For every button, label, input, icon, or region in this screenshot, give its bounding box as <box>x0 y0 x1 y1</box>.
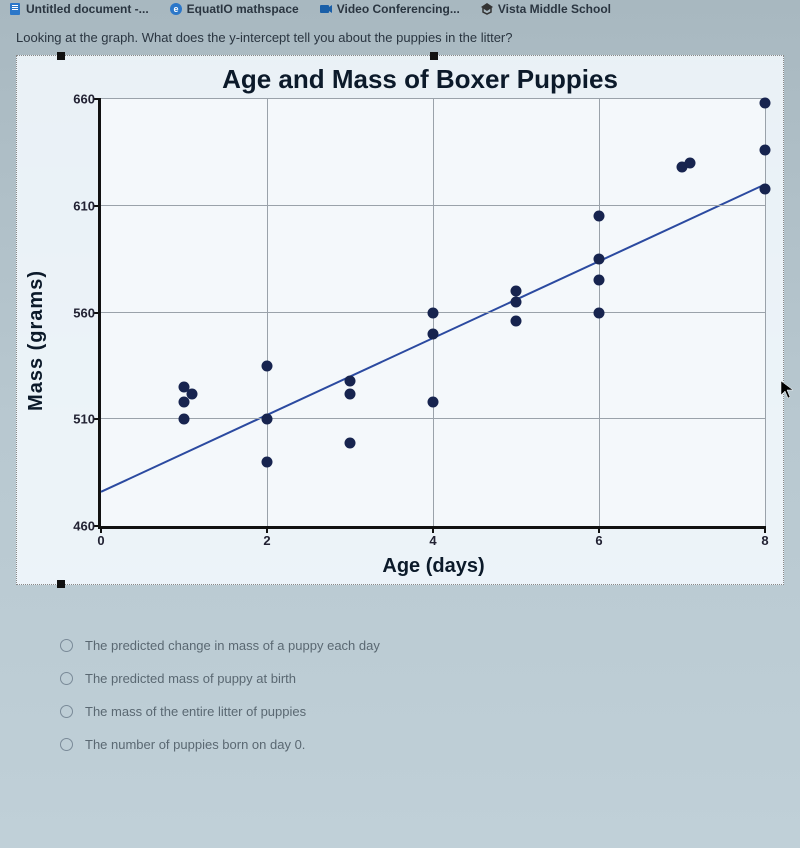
question-content: Looking at the graph. What does the y-in… <box>0 24 800 761</box>
data-point <box>685 158 696 169</box>
data-point <box>428 397 439 408</box>
bookmark-label: EquatIO mathspace <box>187 2 299 16</box>
y-tick-label: 510 <box>55 412 95 427</box>
radio-icon <box>60 738 73 751</box>
answer-label: The number of puppies born on day 0. <box>85 737 305 752</box>
data-point <box>594 275 605 286</box>
x-tick-label: 4 <box>429 533 436 548</box>
data-point <box>345 388 356 399</box>
bookmark-label: Video Conferencing... <box>337 2 460 16</box>
cursor-icon <box>780 380 796 405</box>
radio-icon <box>60 639 73 652</box>
school-icon <box>480 2 494 16</box>
y-tick-label: 660 <box>55 92 95 107</box>
answer-label: The predicted change in mass of a puppy … <box>85 638 380 653</box>
equatio-icon: e <box>169 2 183 16</box>
data-point <box>511 296 522 307</box>
data-point <box>262 414 273 425</box>
data-point <box>428 328 439 339</box>
data-point <box>760 98 771 109</box>
y-tick-label: 610 <box>55 198 95 213</box>
data-point <box>760 145 771 156</box>
data-point <box>511 286 522 297</box>
bookmarks-bar: Untitled document -... e EquatIO mathspa… <box>0 0 800 24</box>
radio-icon <box>60 672 73 685</box>
data-point <box>760 183 771 194</box>
selection-handle <box>430 52 438 60</box>
x-tick-label: 8 <box>761 533 768 548</box>
data-point <box>594 307 605 318</box>
svg-text:e: e <box>173 4 178 14</box>
answer-options: The predicted change in mass of a puppy … <box>12 585 788 761</box>
scatter-chart: Age and Mass of Boxer Puppies Mass (gram… <box>16 55 784 585</box>
chart-title: Age and Mass of Boxer Puppies <box>23 62 777 99</box>
y-tick-label: 560 <box>55 305 95 320</box>
bookmark-untitled-doc[interactable]: Untitled document -... <box>8 2 149 16</box>
selection-handle <box>57 52 65 60</box>
data-point <box>179 397 190 408</box>
plot-area: 02468460510560610660 <box>98 99 765 529</box>
data-point <box>345 437 356 448</box>
x-tick-label: 6 <box>595 533 602 548</box>
answer-option-0[interactable]: The predicted change in mass of a puppy … <box>60 629 776 662</box>
bookmark-video-conf[interactable]: Video Conferencing... <box>319 2 460 16</box>
data-point <box>594 254 605 265</box>
selection-handle <box>57 580 65 588</box>
question-prompt: Looking at the graph. What does the y-in… <box>12 24 788 55</box>
answer-option-3[interactable]: The number of puppies born on day 0. <box>60 728 776 761</box>
bookmark-equatio[interactable]: e EquatIO mathspace <box>169 2 299 16</box>
data-point <box>511 316 522 327</box>
bookmark-vista-school[interactable]: Vista Middle School <box>480 2 611 16</box>
x-axis-label: Age (days) <box>50 529 777 582</box>
y-tick-label: 460 <box>55 519 95 534</box>
answer-label: The predicted mass of puppy at birth <box>85 671 296 686</box>
x-tick-label: 0 <box>97 533 104 548</box>
y-axis-label: Mass (grams) <box>23 270 50 411</box>
doc-icon <box>8 2 22 16</box>
data-point <box>345 375 356 386</box>
answer-label: The mass of the entire litter of puppies <box>85 704 306 719</box>
data-point <box>262 456 273 467</box>
data-point <box>428 307 439 318</box>
video-icon <box>319 2 333 16</box>
bookmark-label: Untitled document -... <box>26 2 149 16</box>
data-point <box>594 211 605 222</box>
data-point <box>187 388 198 399</box>
data-point <box>179 414 190 425</box>
radio-icon <box>60 705 73 718</box>
answer-option-2[interactable]: The mass of the entire litter of puppies <box>60 695 776 728</box>
answer-option-1[interactable]: The predicted mass of puppy at birth <box>60 662 776 695</box>
data-point <box>262 360 273 371</box>
x-tick-label: 2 <box>263 533 270 548</box>
bookmark-label: Vista Middle School <box>498 2 611 16</box>
